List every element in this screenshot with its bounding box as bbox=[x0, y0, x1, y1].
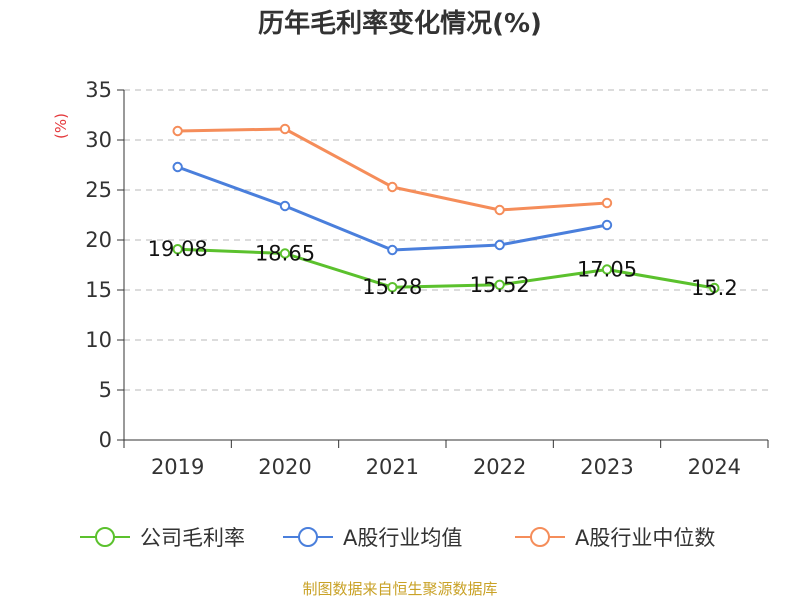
data-point[interactable] bbox=[494, 279, 505, 290]
data-point[interactable] bbox=[387, 282, 398, 293]
data-point[interactable] bbox=[172, 125, 183, 137]
y-tick-label: 15 bbox=[85, 278, 112, 302]
x-tick-label: 2021 bbox=[366, 455, 419, 479]
legend-item[interactable]: A股行业均值 bbox=[283, 526, 462, 550]
data-label: 15.52 bbox=[470, 273, 530, 297]
data-point[interactable] bbox=[387, 244, 398, 256]
y-tick-label: 10 bbox=[85, 328, 112, 352]
y-tick-label: 30 bbox=[85, 128, 112, 152]
legend-marker bbox=[530, 527, 550, 547]
data-label: 17.05 bbox=[577, 258, 637, 282]
legend-marker bbox=[298, 527, 318, 547]
series-line bbox=[177, 127, 608, 212]
data-point[interactable] bbox=[601, 264, 613, 275]
data-point[interactable] bbox=[601, 197, 613, 209]
data-label: 15.28 bbox=[362, 275, 422, 299]
data-point[interactable] bbox=[279, 200, 291, 212]
x-tick-label: 2023 bbox=[580, 455, 633, 479]
data-point[interactable] bbox=[494, 239, 505, 251]
data-point[interactable] bbox=[709, 282, 720, 294]
chart-title: 历年毛利率变化情况(%) bbox=[258, 8, 542, 39]
data-label: 18.65 bbox=[255, 242, 315, 266]
x-tick-label: 2024 bbox=[688, 455, 741, 479]
y-tick-label: 5 bbox=[99, 378, 112, 402]
x-tick-label: 2019 bbox=[151, 455, 204, 479]
series-line bbox=[177, 247, 715, 290]
data-point[interactable] bbox=[279, 248, 291, 259]
legend-item[interactable]: 公司毛利率 bbox=[80, 526, 245, 550]
data-label: 19.08 bbox=[148, 237, 208, 261]
legend-marker bbox=[95, 527, 115, 547]
source-note: 制图数据来自恒生聚源数据库 bbox=[302, 580, 497, 598]
legend[interactable]: 公司毛利率 A股行业均值 A股行业中位数 bbox=[80, 526, 715, 550]
data-label: 15.2 bbox=[691, 276, 738, 300]
data-point[interactable] bbox=[601, 219, 613, 231]
data-point[interactable] bbox=[172, 244, 183, 255]
y-axis-unit: (%) bbox=[52, 113, 70, 139]
y-tick-label: 20 bbox=[85, 228, 112, 252]
legend-label: A股行业均值 bbox=[343, 526, 462, 550]
data-point[interactable] bbox=[172, 161, 183, 173]
legend-item[interactable]: A股行业中位数 bbox=[515, 526, 715, 550]
data-labels: 19.08 18.65 15.28 15.52 17.05 15.2 bbox=[148, 237, 738, 300]
y-tick-label: 25 bbox=[85, 178, 112, 202]
data-point[interactable] bbox=[494, 204, 505, 216]
grid-lines bbox=[124, 89, 768, 391]
x-tick-label: 2022 bbox=[473, 455, 526, 479]
series-lines bbox=[172, 123, 720, 294]
y-tick-label: 0 bbox=[99, 428, 112, 452]
data-point[interactable] bbox=[387, 181, 398, 193]
y-tick-label: 35 bbox=[85, 78, 112, 102]
legend-label: 公司毛利率 bbox=[140, 526, 245, 550]
data-point[interactable] bbox=[279, 123, 291, 135]
axes: 0 5 10 15 20 25 30 35 2019 2020 2021 2022 2023 2024 bbox=[85, 78, 769, 479]
x-tick-label: 2020 bbox=[258, 455, 311, 479]
legend-label: A股行业中位数 bbox=[575, 526, 715, 550]
